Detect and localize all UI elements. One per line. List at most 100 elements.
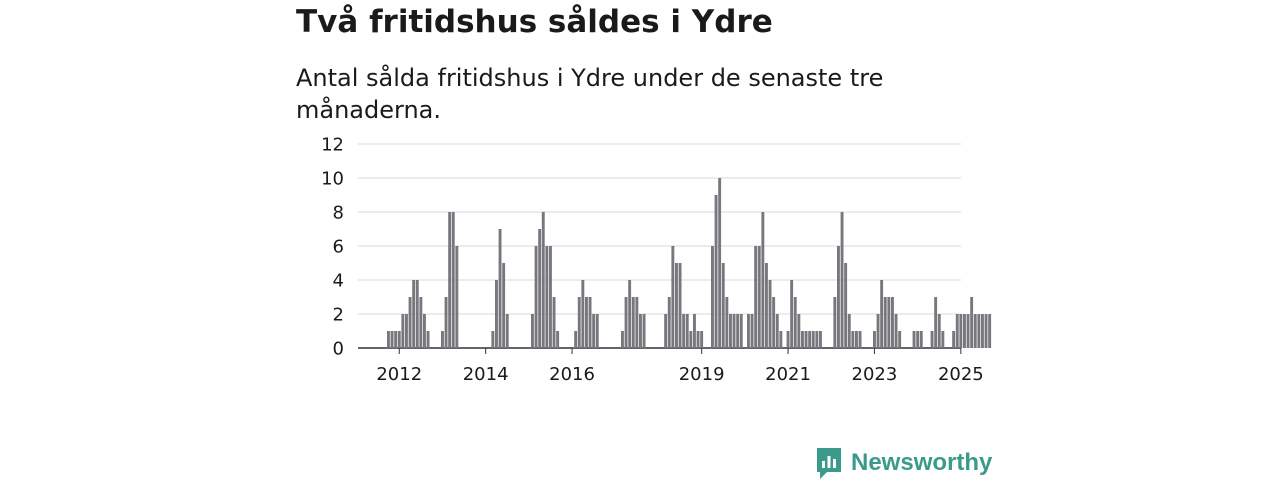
bar-2018-10 bbox=[689, 331, 693, 348]
bar-2020-02 bbox=[747, 314, 750, 348]
bar-2012-01 bbox=[397, 331, 401, 348]
bar-2022-09 bbox=[858, 331, 862, 348]
y-tick-label-8: 8 bbox=[333, 203, 344, 224]
bar-2024-02 bbox=[919, 331, 923, 348]
bar-2021-04 bbox=[797, 314, 801, 348]
bar-2022-02 bbox=[833, 297, 837, 348]
bar-2023-12 bbox=[912, 331, 916, 348]
bar-2024-06 bbox=[934, 297, 938, 348]
bar-2023-03 bbox=[880, 280, 884, 348]
bar-2022-08 bbox=[855, 331, 858, 348]
bar-2013-04 bbox=[451, 212, 455, 348]
bar-2012-08 bbox=[423, 314, 426, 348]
bar-2016-06 bbox=[588, 297, 592, 348]
bar-2014-07 bbox=[505, 314, 509, 348]
x-tick-label-2023: 2023 bbox=[852, 364, 898, 385]
bar-2015-07 bbox=[549, 246, 552, 348]
bar-2024-12 bbox=[955, 314, 959, 348]
bar-2022-06 bbox=[847, 314, 851, 348]
highlight-value-label: 2 bbox=[995, 0, 1006, 5]
bar-2024-08 bbox=[941, 331, 945, 348]
bar-2014-05 bbox=[498, 229, 502, 348]
bar-series bbox=[387, 178, 992, 348]
newsworthy-logo-icon bbox=[817, 448, 841, 479]
bar-2014-03 bbox=[491, 331, 495, 348]
bar-2020-05 bbox=[757, 246, 761, 348]
bar-2017-09 bbox=[642, 314, 646, 348]
bar-2017-03 bbox=[621, 331, 624, 348]
x-tick-label-2019: 2019 bbox=[679, 364, 725, 385]
bar-2019-07 bbox=[721, 263, 725, 348]
bar-2021-09 bbox=[815, 331, 819, 348]
bar-2012-03 bbox=[405, 314, 408, 348]
bar-2021-01 bbox=[786, 331, 790, 348]
bar-2021-06 bbox=[804, 331, 808, 348]
bar-2023-04 bbox=[883, 297, 887, 348]
bar-2017-04 bbox=[624, 297, 628, 348]
bar-2016-05 bbox=[585, 297, 588, 348]
bar-2015-06 bbox=[545, 246, 549, 348]
bar-2025-04 bbox=[970, 297, 974, 348]
bar-2015-02 bbox=[531, 314, 534, 348]
annotation-layer: 2 bbox=[995, 0, 1006, 5]
bar-2015-05 bbox=[541, 212, 545, 348]
bar-2025-09 bbox=[988, 314, 992, 348]
bar-2019-04 bbox=[711, 246, 714, 348]
bar-2018-09 bbox=[685, 314, 689, 348]
bar-2011-12 bbox=[394, 331, 398, 348]
bar-2025-03 bbox=[966, 314, 970, 348]
bar-2020-10 bbox=[775, 314, 779, 348]
x-tick-label-2012: 2012 bbox=[376, 364, 422, 385]
bar-2021-07 bbox=[808, 331, 812, 348]
bar-2018-07 bbox=[678, 263, 682, 348]
bar-2023-01 bbox=[873, 331, 876, 348]
bar-chart: 0 2 4 6 8 10 12 2012 2014 2016 2019 2021 2023 2025 2 bbox=[321, 0, 1006, 385]
page-subtitle: Antal sålda fritidshus i Ydre under de s… bbox=[296, 64, 884, 124]
bar-2019-06 bbox=[718, 178, 722, 348]
bar-2019-10 bbox=[732, 314, 736, 348]
bar-2015-08 bbox=[552, 297, 556, 348]
bar-2018-11 bbox=[693, 314, 696, 348]
bar-2025-01 bbox=[959, 314, 963, 348]
bar-2017-05 bbox=[628, 280, 632, 348]
bar-2021-02 bbox=[790, 280, 794, 348]
bar-2022-04 bbox=[840, 212, 844, 348]
bar-2016-07 bbox=[592, 314, 596, 348]
bar-2013-03 bbox=[448, 212, 452, 348]
bar-2020-08 bbox=[768, 280, 772, 348]
bar-2018-12 bbox=[696, 331, 700, 348]
x-axis-labels: 2012 2014 2016 2019 2021 2023 2025 bbox=[376, 348, 984, 385]
bar-2021-05 bbox=[801, 331, 804, 348]
x-tick-label-2016: 2016 bbox=[549, 364, 595, 385]
bar-2013-02 bbox=[444, 297, 448, 348]
bar-2017-08 bbox=[639, 314, 642, 348]
bar-2022-07 bbox=[851, 331, 855, 348]
bar-2022-03 bbox=[837, 246, 840, 348]
grid-layer bbox=[358, 143, 961, 349]
bar-2025-06 bbox=[977, 314, 981, 348]
bar-2023-05 bbox=[887, 297, 891, 348]
bar-2020-03 bbox=[750, 314, 754, 348]
bar-2014-04 bbox=[495, 280, 498, 348]
bar-2011-11 bbox=[390, 331, 394, 348]
bar-2017-06 bbox=[631, 297, 635, 348]
newsworthy-logo: Newsworthy bbox=[815, 446, 992, 480]
bar-2013-05 bbox=[455, 246, 459, 348]
y-tick-label-0: 0 bbox=[333, 339, 344, 360]
bar-2018-04 bbox=[667, 297, 671, 348]
bar-2021-08 bbox=[811, 331, 815, 348]
bar-2025-02 bbox=[963, 314, 966, 348]
bar-2020-04 bbox=[754, 246, 758, 348]
x-tick-label-2025: 2025 bbox=[938, 364, 984, 385]
bar-2020-07 bbox=[765, 263, 768, 348]
bar-2020-09 bbox=[772, 297, 776, 348]
bar-2015-04 bbox=[538, 229, 542, 348]
bar-2012-09 bbox=[426, 331, 430, 348]
brand-name: Newsworthy bbox=[851, 449, 993, 476]
bar-2024-07 bbox=[937, 314, 941, 348]
y-axis-labels: 0 2 4 6 8 10 12 bbox=[321, 135, 344, 360]
bar-2018-05 bbox=[671, 246, 675, 348]
bar-2021-10 bbox=[819, 331, 822, 348]
bar-2017-07 bbox=[635, 297, 639, 348]
y-tick-label-4: 4 bbox=[333, 271, 344, 292]
